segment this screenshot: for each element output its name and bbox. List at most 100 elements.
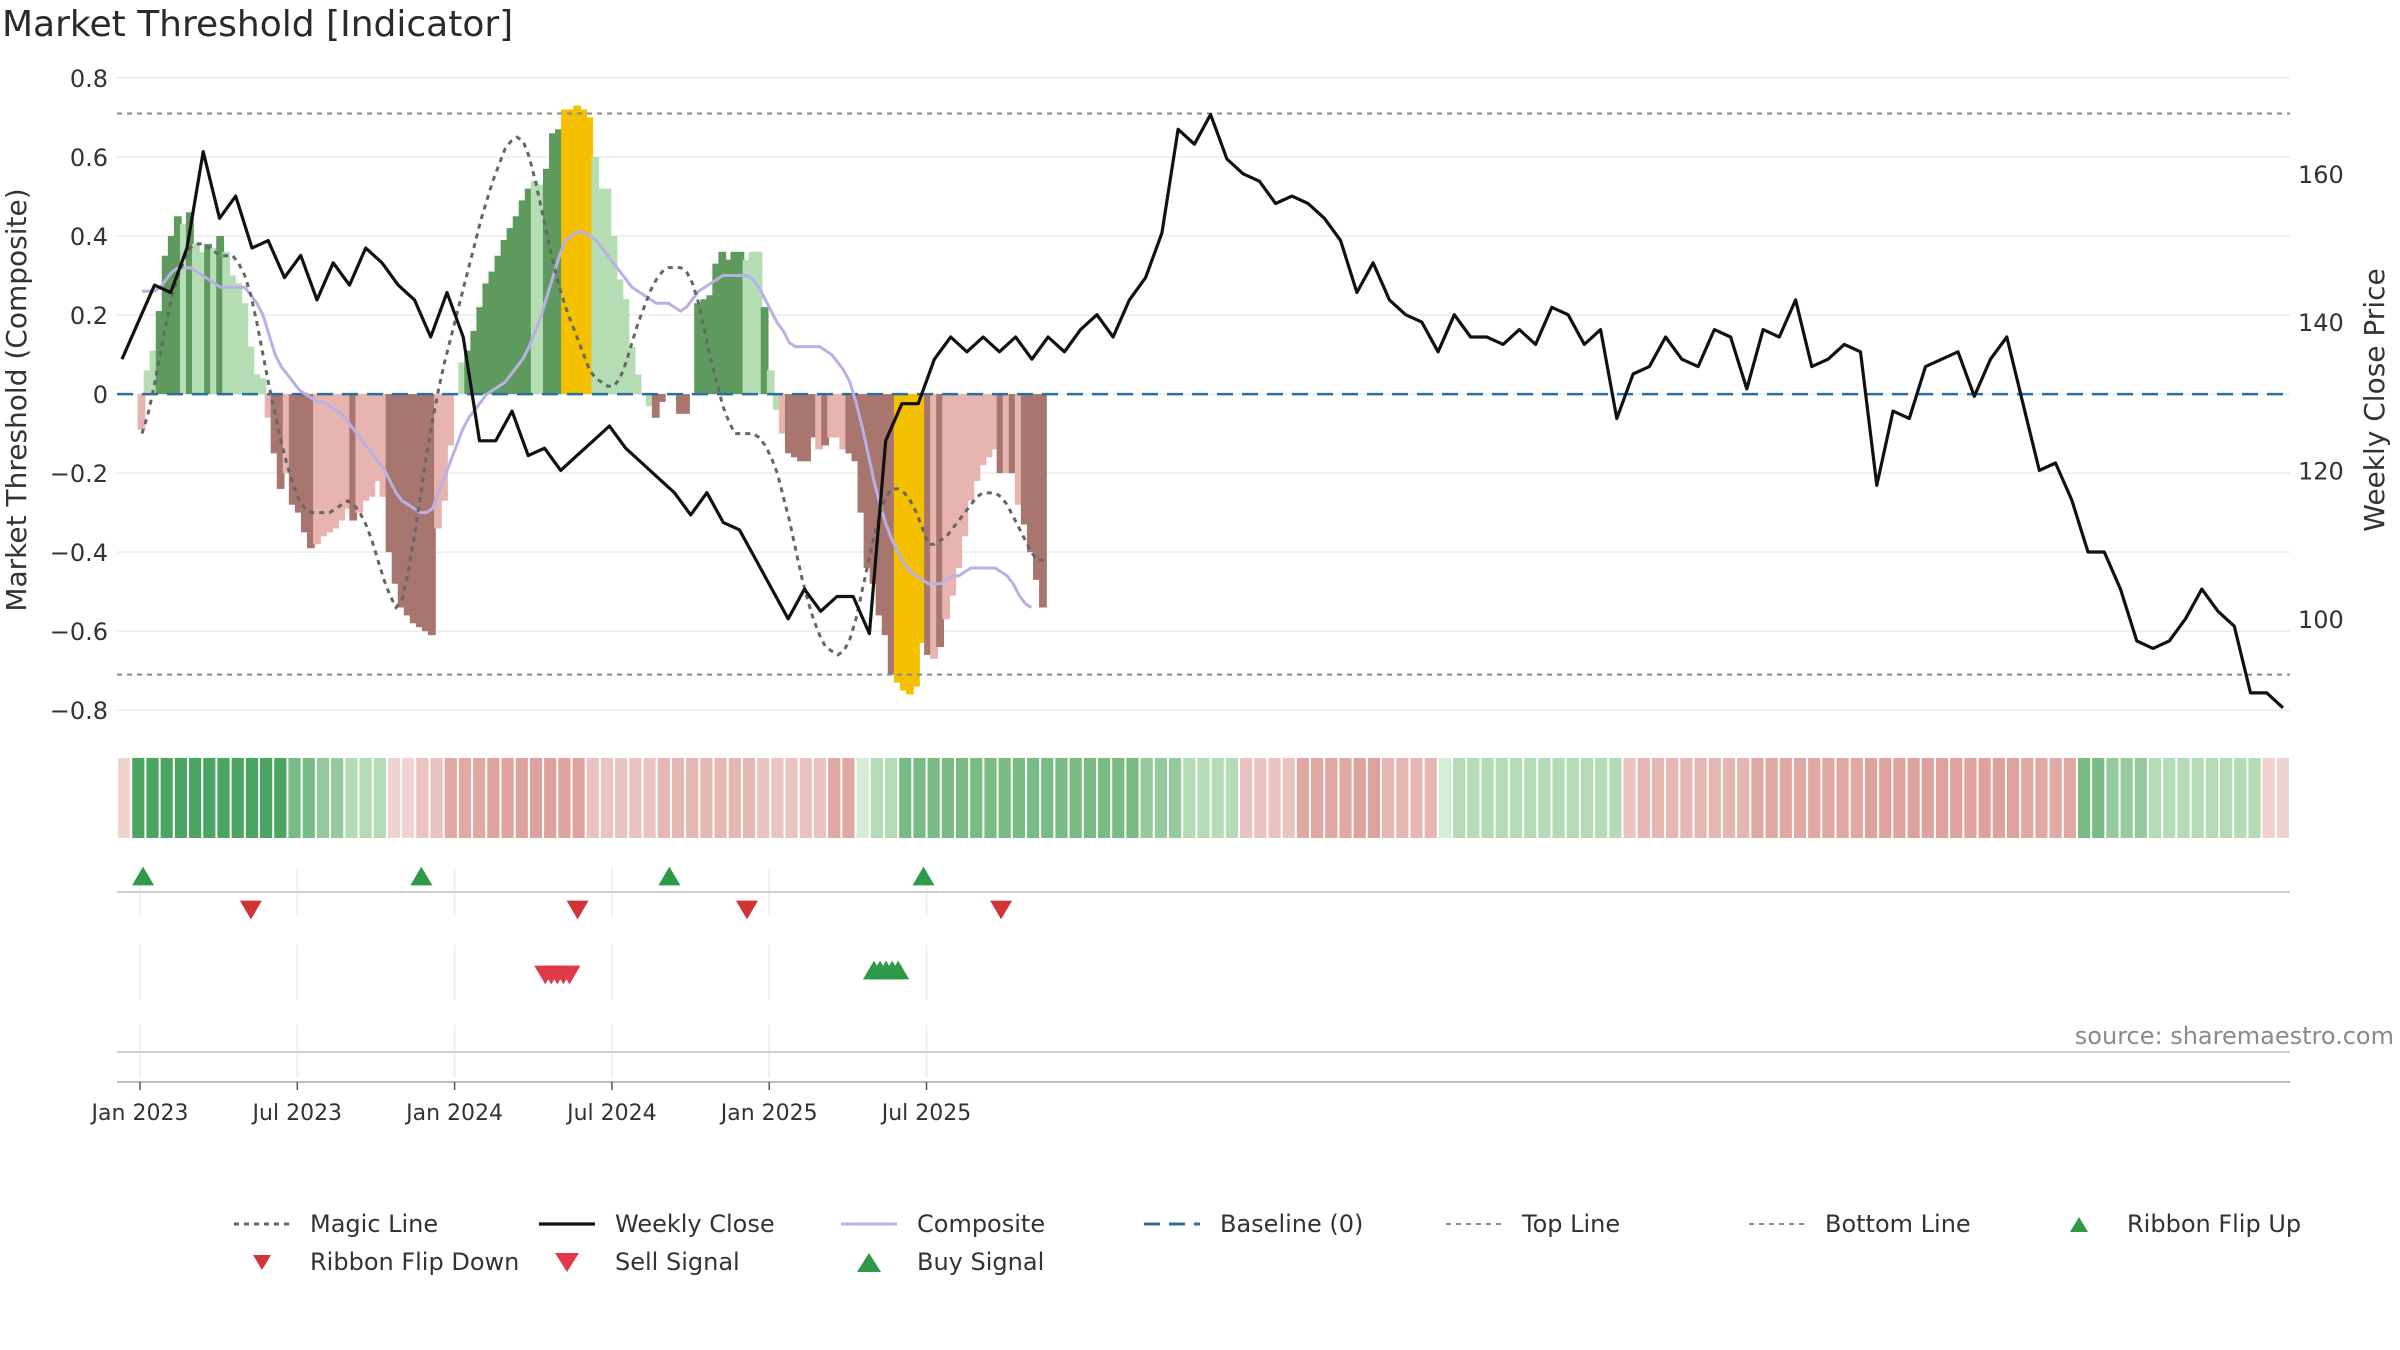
ribbon-segment (1893, 758, 1906, 838)
y-tick-label-right: 160 (2298, 161, 2344, 189)
y-tick-label-left: −0.2 (50, 460, 108, 488)
composite-bar (476, 307, 485, 395)
ribbon-segment (1481, 758, 1494, 838)
composite-bar (893, 394, 902, 683)
ribbon-segment (1396, 758, 1409, 838)
ribbon-segment (1552, 758, 1565, 838)
composite-bar (972, 394, 981, 482)
ribbon-segment (1311, 758, 1324, 838)
ribbon-segment (1154, 758, 1167, 838)
ribbon-segment (771, 758, 784, 838)
signal-panel (117, 945, 2290, 1078)
composite-bar (343, 394, 352, 509)
ribbon-segment (288, 758, 301, 838)
ribbon-segment (160, 758, 173, 838)
composite-bar (960, 394, 969, 537)
composite-bar (924, 394, 932, 655)
composite-bar (252, 374, 261, 395)
ribbon-segment (1112, 758, 1125, 838)
legend-swatch-close (535, 1214, 599, 1234)
composite-bar (682, 394, 690, 414)
ribbon-segment (1935, 758, 1949, 838)
ribbon-segment (316, 758, 330, 838)
ribbon-segment (913, 758, 926, 838)
ribbon-segment (1453, 758, 1466, 838)
ribbon-segment (1992, 758, 2005, 838)
legend-swatch-buy (837, 1252, 901, 1272)
legend-label: Buy Signal (917, 1248, 1045, 1276)
ribbon-segment (643, 758, 656, 838)
composite-bar (942, 394, 951, 620)
composite-bar (633, 374, 642, 395)
ribbon-flip-panel (117, 866, 2290, 920)
composite-bar (712, 263, 721, 395)
y-tick-label-left: 0.4 (70, 223, 108, 251)
composite-bar (1039, 394, 1047, 608)
ribbon-segment (1566, 758, 1579, 838)
ribbon-segment (217, 758, 230, 838)
composite-bar (300, 394, 309, 533)
ribbon-segment (387, 758, 401, 838)
y-tick-label-right: 140 (2298, 309, 2344, 337)
ribbon-segment (402, 758, 415, 838)
composite-bar (240, 303, 249, 395)
ribbon-segment (884, 758, 898, 838)
ribbon-segment (487, 758, 500, 838)
composite-bar (700, 299, 709, 395)
composite-bar (603, 188, 612, 395)
composite-line (142, 230, 1033, 609)
composite-bar (210, 247, 218, 395)
composite-bar (621, 299, 630, 395)
ribbon-segment (302, 758, 315, 838)
ribbon-segment (331, 758, 344, 838)
legend-item-sell: Sell Signal (535, 1248, 740, 1276)
ribbon-segment (941, 758, 954, 838)
composite-bar (912, 394, 920, 687)
ribbon-segment (1382, 758, 1395, 838)
composite-bar (524, 188, 533, 395)
ribbon-segment (2021, 758, 2034, 838)
ribbon-flip-down-marker (566, 900, 589, 920)
ribbon-segment (2205, 758, 2218, 838)
legend-swatch-composite (837, 1214, 901, 1234)
composite-bar (887, 394, 896, 675)
composite-bar (530, 180, 539, 395)
ribbon-segment (2134, 758, 2147, 838)
ribbon-segment (146, 758, 159, 838)
composite-bar (857, 394, 866, 513)
composite-bar (772, 394, 781, 410)
ribbon-flip-up-marker (912, 866, 935, 886)
ribbon-segment (1850, 758, 1863, 838)
ribbon-segment (1353, 758, 1366, 838)
ribbon-segment (1580, 758, 1594, 838)
composite-bar (724, 259, 733, 395)
ribbon-segment (1864, 758, 1878, 838)
x-tick-label: Jul 2025 (880, 1101, 972, 1126)
ribbon-segment (572, 758, 585, 838)
composite-bar (367, 394, 376, 497)
ribbon-segment (1595, 758, 1608, 838)
ribbon-segment (2092, 758, 2105, 838)
composite-bar (458, 362, 467, 395)
ribbon-segment (1637, 758, 1650, 838)
composite-bar (198, 251, 206, 395)
composite-bar (990, 394, 999, 450)
composite-bar (803, 394, 811, 462)
composite-bar (1020, 394, 1029, 525)
composite-bar (754, 251, 763, 395)
composite-bar (597, 188, 606, 395)
ribbon-segment (728, 758, 741, 838)
ribbon-segment (1438, 758, 1452, 838)
composite-bar (482, 283, 491, 395)
ribbon-segment (231, 758, 244, 838)
x-tick-label: Jan 2024 (404, 1101, 503, 1126)
ribbon-segment (373, 758, 386, 838)
ribbon-segment (1254, 758, 1267, 838)
composite-bar (984, 394, 993, 458)
y-tick-label-left: −0.4 (50, 539, 108, 567)
ribbon-segment (998, 758, 1011, 838)
composite-bar (512, 216, 521, 395)
composite-bar (228, 275, 237, 395)
composite-bar (815, 394, 823, 450)
composite-bar (821, 394, 830, 446)
